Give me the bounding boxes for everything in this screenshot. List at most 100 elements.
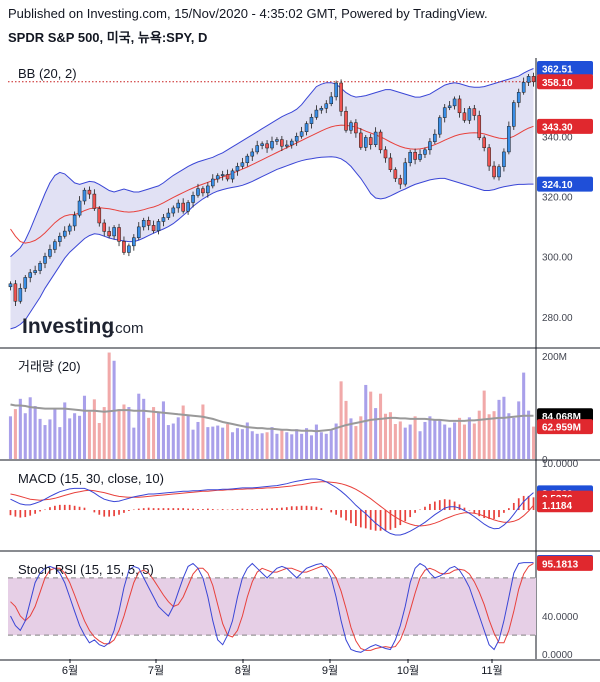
stoch-rsi-pane-title: Stoch RSI (15, 15, 5, 5) <box>18 562 154 577</box>
candle-up <box>191 195 195 203</box>
candle-down <box>413 151 417 160</box>
volume-bar <box>216 425 220 459</box>
volume-bar <box>507 413 511 459</box>
volume-bar <box>265 432 269 459</box>
volume-bar <box>260 433 264 459</box>
volume-bar <box>250 431 254 459</box>
candle-up <box>403 162 408 185</box>
candle-up <box>270 141 274 149</box>
stoch-badge: 95.1813 <box>542 559 579 570</box>
chart-header: Published on Investing.com, 15/Nov/2020 … <box>8 6 592 46</box>
volume-bar <box>482 390 486 459</box>
bollinger-lower-line <box>10 156 534 330</box>
candle-up <box>428 141 432 151</box>
volume-bar <box>68 418 72 459</box>
volume-bar <box>457 417 462 459</box>
volume-bar <box>171 423 175 459</box>
volume-bar <box>13 409 17 459</box>
price-badge: 324.10 <box>542 180 573 191</box>
candle-down <box>339 82 343 112</box>
price-badge: 362.51 <box>542 65 573 76</box>
candle-up <box>294 136 299 142</box>
candle-up <box>299 131 304 137</box>
candle-down <box>487 147 491 167</box>
pane-background <box>0 463 600 550</box>
stoch-d-line <box>10 562 534 651</box>
volume-bar <box>186 415 190 459</box>
volume-bar <box>398 421 402 459</box>
volume-bar <box>443 424 447 459</box>
volume-bar <box>28 397 32 459</box>
stoch-tick-label: 40.0000 <box>542 612 579 623</box>
macd-badge-bg <box>537 497 593 513</box>
price-badge-bg <box>537 176 593 192</box>
candle-down <box>13 283 18 302</box>
volume-bar <box>532 426 536 459</box>
volume-badge: 62.959M <box>542 423 581 434</box>
volume-bar <box>393 424 397 459</box>
volume-bar <box>369 391 373 459</box>
volume-bar <box>428 416 432 459</box>
candle-up <box>176 202 181 209</box>
volume-bar <box>433 420 437 459</box>
candle-up <box>447 105 452 108</box>
volume-bar <box>517 401 521 459</box>
candle-up <box>433 133 437 142</box>
bollinger-basis-line <box>10 124 534 244</box>
candle-up <box>132 237 136 247</box>
volume-bar <box>147 417 151 459</box>
candle-up <box>28 272 32 278</box>
candle-down <box>359 132 363 148</box>
volume-tick-label: 200M <box>542 352 567 363</box>
volume-bar <box>379 393 383 459</box>
candle-down <box>102 222 107 232</box>
volume-bar <box>408 424 412 459</box>
stoch-band-fill <box>8 577 536 636</box>
candle-down <box>107 231 111 237</box>
volume-bar <box>137 393 141 459</box>
volume-bar <box>462 424 466 459</box>
candle-down <box>388 157 393 170</box>
volume-bar <box>230 432 235 459</box>
watermark-brand: Investing <box>22 315 114 338</box>
price-badge-bg <box>537 74 593 90</box>
macd-signal-line <box>10 481 534 527</box>
volume-bar <box>255 433 259 459</box>
volume-bar <box>314 424 318 459</box>
candle-down <box>122 241 126 253</box>
candle-up <box>452 98 457 107</box>
volume-bar <box>8 416 12 459</box>
volume-bar <box>383 413 388 459</box>
volume-bar <box>305 428 309 459</box>
candle-up <box>206 185 210 194</box>
volume-bar <box>201 404 205 459</box>
candle-down <box>492 165 496 178</box>
volume-bar <box>319 432 323 459</box>
volume-bar <box>127 407 131 459</box>
volume-bar <box>295 429 299 459</box>
month-label: 8월 <box>235 664 251 677</box>
candle-up <box>82 189 87 202</box>
candle-up <box>196 188 200 196</box>
candle-down <box>378 131 383 151</box>
volume-bar <box>413 416 417 459</box>
price-tick-label: 300.00 <box>542 253 573 264</box>
candle-up <box>309 117 314 124</box>
candle-up <box>275 139 279 142</box>
volume-bar <box>477 410 481 459</box>
candle-down <box>368 137 373 145</box>
volume-bar <box>191 429 195 459</box>
volume-bar <box>275 433 279 459</box>
volume-bar <box>285 432 289 459</box>
price-tick-label: 340.00 <box>542 132 573 143</box>
volume-bar <box>374 408 378 459</box>
volume-bar <box>438 419 442 459</box>
volume-pane-title: 거래량 (20) <box>18 359 81 374</box>
volume-bar <box>166 425 170 459</box>
month-label: 11월 <box>481 664 503 677</box>
candle-up <box>72 214 77 227</box>
published-caption: Published on Investing.com, 15/Nov/2020 … <box>8 6 488 21</box>
volume-bar <box>472 423 476 459</box>
candle-up <box>349 122 353 131</box>
